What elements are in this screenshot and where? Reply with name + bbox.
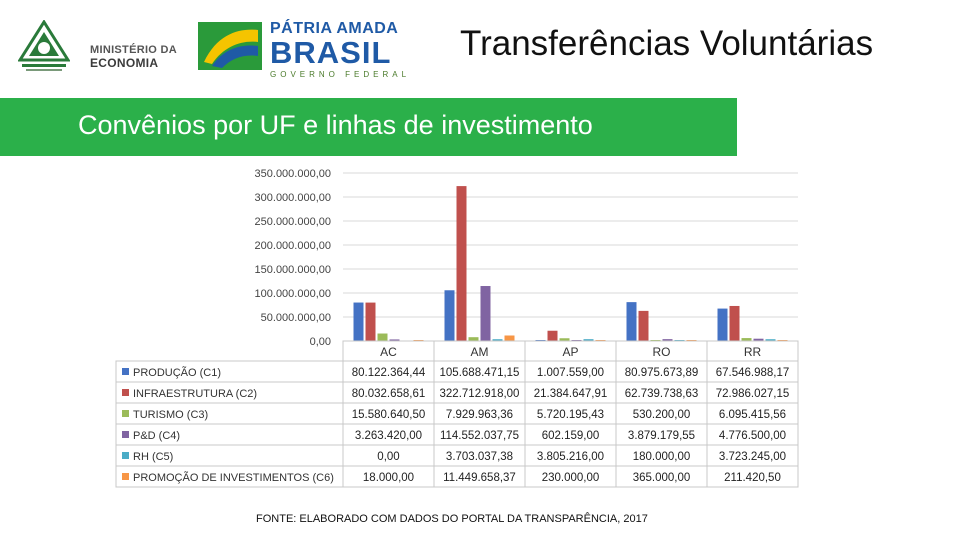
data-label: 72.986.027,15 [716,388,790,400]
table-value-area [342,340,799,488]
legend-label: TURISMO (C3) [133,409,208,421]
bar [547,330,558,341]
data-label: 365.000,00 [633,472,691,484]
y-tick-label: 0,00 [310,336,331,348]
data-label: 4.776.500,00 [719,430,786,442]
y-tick-label: 50.000.000,00 [261,312,331,324]
brazil-flag-icon [198,22,262,70]
bar [765,339,776,341]
gov-line-2: BRASIL [270,35,392,70]
data-label: 322.712.918,00 [440,388,520,400]
data-label: 80.032.658,61 [352,388,426,400]
bar [492,339,503,341]
data-label: 67.546.988,17 [716,367,790,379]
data-label: 62.739.738,63 [625,388,699,400]
bar [662,339,673,341]
data-label: 80.122.364,44 [352,367,426,379]
legend-swatch [122,368,129,375]
data-label: 230.000,00 [542,472,600,484]
data-label: 3.703.037,38 [446,451,513,463]
bar [638,310,649,341]
data-label: 211.420,50 [724,472,781,484]
bar [626,302,637,341]
bar [468,337,479,341]
data-label: 7.929.963,36 [446,409,513,421]
legend-swatch [122,452,129,459]
legend-label: PROMOÇÃO DE INVESTIMENTOS (C6) [133,471,334,484]
y-tick-label: 350.000.000,00 [255,168,331,180]
data-label: 530.200,00 [633,409,691,421]
ministry-emblem-icon [18,20,70,71]
bar [729,305,740,341]
source-note: FONTE: ELABORADO COM DADOS DO PORTAL DA … [256,513,648,525]
data-label: 15.580.640,50 [352,409,426,421]
bar [741,338,752,341]
y-tick-label: 200.000.000,00 [255,240,331,252]
legend-swatch [122,473,129,480]
bar [389,339,400,341]
x-category-label: RO [653,345,671,359]
legend-label: RH (C5) [133,451,173,463]
data-label: 11.449.658,37 [443,472,516,484]
bar [377,333,388,341]
data-label: 105.688.471,15 [440,367,520,379]
data-label: 3.805.216,00 [537,451,604,463]
banner-text: Convênios por UF e linhas de investiment… [78,110,593,140]
legend-label: INFRAESTRUTURA (C2) [133,388,257,400]
bar [365,302,376,341]
data-label: 3.879.179,55 [628,430,695,442]
data-label: 80.975.673,89 [625,367,699,379]
data-label: 0,00 [377,451,399,463]
bar [504,335,515,341]
ministry-line-1: MINISTÉRIO DA [90,44,178,56]
gov-line-1: PÁTRIA AMADA [270,20,399,37]
y-tick-label: 150.000.000,00 [255,264,331,276]
x-category-label: RR [744,345,762,359]
data-label: 21.384.647,91 [534,388,608,400]
data-label: 5.720.195,43 [537,409,604,421]
bar [456,186,467,341]
bar [559,338,570,341]
ministry-name: MINISTÉRIO DA ECONOMIA [90,44,177,70]
data-label: 6.095.415,56 [719,409,786,421]
bar [480,286,491,341]
legend-label: P&D (C4) [133,430,180,442]
legend-swatch [122,431,129,438]
data-label: 602.159,00 [542,430,600,442]
y-tick-label: 100.000.000,00 [255,288,331,300]
x-category-label: AP [562,345,578,359]
bar [353,302,364,341]
data-label: 180.000,00 [633,451,691,463]
data-label: 18.000,00 [363,472,414,484]
x-category-label: AC [380,345,397,359]
data-label: 3.723.245,00 [719,451,786,463]
ministry-line-2: ECONOMIA [90,56,159,70]
legend-swatch [122,410,129,417]
y-tick-label: 300.000.000,00 [255,192,331,204]
legend-label: PRODUÇÃO (C1) [133,366,221,379]
gov-line-3: GOVERNO FEDERAL [270,70,411,79]
page-title: Transferências Voluntárias [460,24,874,63]
legend-swatch [122,389,129,396]
bar [444,290,455,341]
x-category-label: AM [471,345,489,359]
data-label: 1.007.559,00 [537,367,604,379]
data-label: 3.263.420,00 [355,430,422,442]
data-label: 114.552.037,75 [440,430,519,442]
government-brand: PÁTRIA AMADA BRASIL GOVERNO FEDERAL [270,20,410,79]
section-banner: Convênios por UF e linhas de investiment… [0,98,737,156]
y-tick-label: 250.000.000,00 [255,216,331,228]
bar [583,339,594,341]
bar [753,338,764,341]
bar [717,308,728,341]
